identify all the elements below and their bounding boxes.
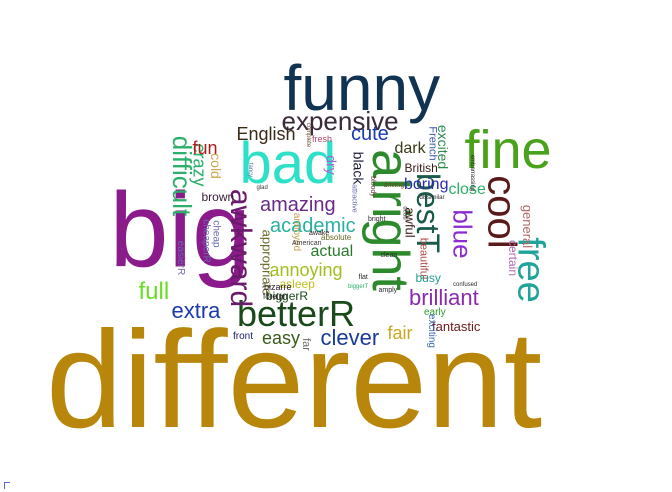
cloud-word: far	[299, 337, 312, 351]
cloud-word: different	[46, 303, 543, 457]
cloud-word: absolute	[321, 233, 352, 242]
cloud-word: amply	[378, 286, 398, 294]
cloud-word: cold	[207, 153, 224, 179]
corner-mark	[4, 482, 10, 489]
cloud-word: dark	[394, 140, 426, 157]
cloud-word: full	[138, 278, 170, 305]
cloud-word: complete	[305, 122, 312, 148]
cloud-word: fantastic	[432, 318, 481, 334]
cloud-word: close	[448, 181, 486, 198]
cloud-word: English	[236, 124, 296, 144]
cloud-word: confused	[453, 282, 478, 288]
cloud-word: biggerR	[266, 289, 309, 303]
cloud-word: dissimilar	[419, 195, 445, 201]
cloud-word: blue	[447, 209, 478, 259]
cloud-word: boring	[404, 176, 449, 193]
cloud-word: amazing	[260, 194, 336, 216]
cloud-word: general	[519, 204, 535, 248]
cloud-word: bright	[368, 215, 386, 223]
cloud-word: early	[424, 307, 446, 318]
cloud-word: clean	[380, 251, 398, 259]
cloud-word: fine	[464, 120, 552, 180]
cloud-word: busy	[415, 271, 441, 285]
cloud-word: actual	[310, 243, 354, 260]
cloud-word: attractive	[350, 183, 358, 213]
cloud-word: funny	[283, 52, 441, 124]
cloud-word: fun	[192, 138, 218, 158]
cloud-word: biggerT	[348, 284, 369, 290]
cloud-word: dry	[323, 155, 340, 175]
cloud-word: driving	[383, 181, 405, 189]
cloud-word: certain	[506, 239, 521, 277]
cloud-word: French	[426, 125, 439, 161]
cloud-word: British	[404, 161, 438, 175]
cloud-word: academic	[270, 215, 356, 237]
cloud-word: clever	[320, 325, 380, 350]
cloud-word: betterR	[237, 293, 356, 334]
cloud-word: awake	[309, 229, 330, 237]
cloud-word: bloody	[368, 175, 376, 197]
cloud-word: expensive	[281, 106, 399, 136]
cloud-word: flat	[358, 273, 368, 281]
cloud-word: dead	[401, 206, 408, 220]
cloud-word: foreign	[263, 292, 288, 301]
cloud-word: big	[109, 171, 251, 289]
cloud-word: brilliant	[409, 285, 479, 310]
cloud-word: American	[292, 239, 322, 247]
cloud-word: awkward	[224, 188, 258, 308]
cloud-word: fresh	[312, 133, 333, 144]
cloud-word: easierR	[175, 240, 187, 276]
cloud-word: front	[233, 331, 254, 342]
cloud-word: black	[349, 151, 366, 185]
cloud-word: fair	[387, 323, 413, 343]
cloud-word: cute	[351, 123, 389, 145]
cloud-word: glad	[256, 185, 268, 191]
cloud-word: brown	[201, 190, 235, 204]
cloud-word: annoying	[269, 260, 343, 280]
cloud-word: asleep	[279, 277, 315, 291]
cloud-word: cheaperR	[200, 219, 212, 263]
cloud-word: embarrassing	[469, 154, 476, 192]
cloud-word: easy	[262, 328, 301, 348]
cloud-word: extra	[171, 298, 221, 323]
cloud-word: fancy	[247, 162, 254, 178]
cloud-word: bizarre	[264, 281, 292, 292]
cloud-word: exciting	[425, 314, 437, 348]
cloud-word: bad	[239, 131, 337, 196]
